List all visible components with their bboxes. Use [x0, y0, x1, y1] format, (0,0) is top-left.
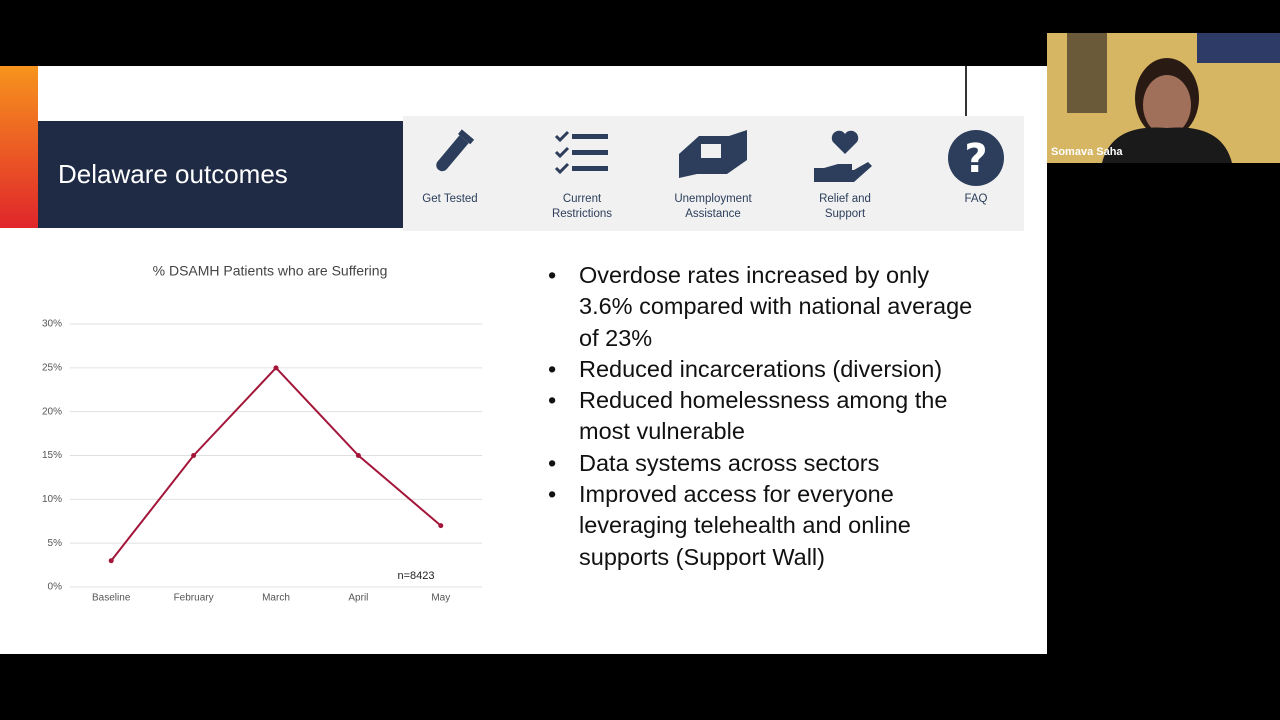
data-point	[191, 453, 197, 458]
x-tick-label: April	[348, 593, 368, 604]
y-tick-label: 20%	[42, 406, 62, 417]
divider	[965, 66, 967, 116]
nav-item[interactable]: Unemployment Assistance	[651, 116, 775, 231]
nav-item[interactable]: Relief and Support	[783, 116, 907, 231]
participant-name: Somava Saha	[1051, 146, 1123, 158]
y-tick-label: 0%	[48, 582, 63, 593]
chart-title: % DSAMH Patients who are Suffering	[153, 263, 388, 279]
y-tick-label: 15%	[42, 450, 62, 461]
data-point	[273, 365, 279, 371]
data-point	[355, 453, 361, 458]
data-point	[438, 523, 444, 529]
nav-item[interactable]: ? FAQ	[914, 116, 1038, 231]
chart: % DSAMH Patients who are Suffering n=842…	[42, 263, 482, 604]
bullet-list: Overdose rates increased by only 3.6% co…	[548, 260, 988, 573]
icon	[814, 130, 872, 182]
data-point	[108, 558, 114, 564]
accent-bar	[0, 66, 38, 228]
video-frame	[1047, 33, 1280, 163]
y-tick-label: 10%	[42, 494, 62, 505]
nav-item[interactable]: Current Restrictions	[520, 116, 644, 231]
nav-label: Current Restrictions	[551, 193, 613, 220]
bullet: Improved access for everyone leveraging …	[548, 479, 988, 573]
nav-label: FAQ	[964, 193, 988, 205]
y-tick-label: 25%	[42, 362, 62, 373]
nav-label: Get Tested	[422, 193, 478, 205]
icon	[554, 130, 608, 175]
icon	[679, 130, 747, 178]
x-tick-label: May	[431, 593, 450, 604]
bullet: Reduced homelessness among the most vuln…	[548, 385, 988, 448]
icon	[436, 129, 475, 172]
nav-item[interactable]: Get Tested	[388, 116, 512, 231]
slide-title: Delaware outcomes	[38, 121, 403, 228]
icon: ?	[948, 130, 1004, 186]
svg-text:?: ?	[964, 136, 987, 182]
bullet: Data systems across sectors	[548, 448, 988, 480]
annotation: n=8423	[397, 570, 434, 582]
x-tick-label: March	[262, 593, 290, 604]
video-tile	[1047, 33, 1280, 163]
x-tick-label: Baseline	[92, 593, 131, 604]
data-line	[110, 366, 442, 562]
bullet: Overdose rates increased by only 3.6% co…	[548, 260, 988, 354]
y-tick-label: 30%	[42, 319, 62, 330]
nav-bar: Get Tested Current Restrictions Unemploy…	[403, 116, 1024, 231]
nav-label: Relief and Support	[819, 193, 871, 220]
bullet: Reduced incarcerations (diversion)	[548, 354, 988, 386]
nav-label: Unemployment Assistance	[674, 193, 752, 220]
x-tick-label: February	[174, 593, 214, 604]
y-tick-label: 5%	[48, 538, 63, 549]
